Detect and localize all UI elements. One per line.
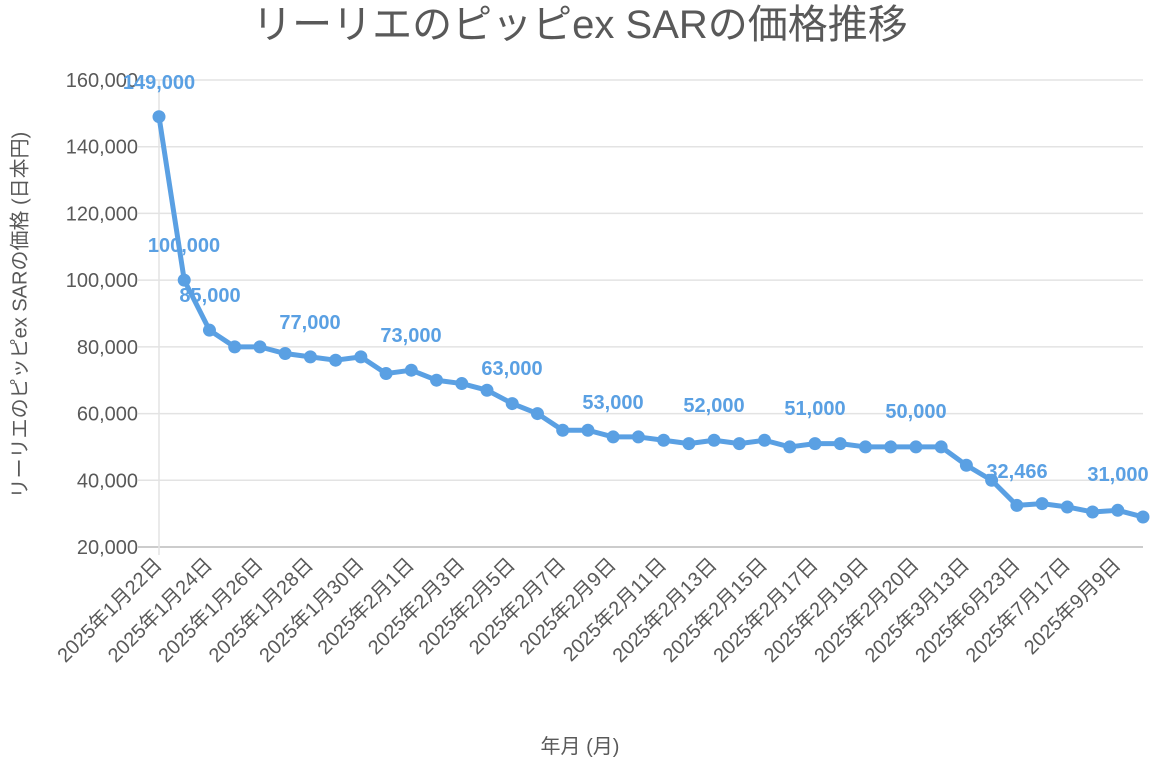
data-point-marker bbox=[884, 440, 898, 454]
data-point-marker bbox=[783, 440, 797, 454]
data-point-marker bbox=[682, 437, 696, 451]
data-point-marker bbox=[253, 340, 267, 354]
data-label: 77,000 bbox=[279, 312, 340, 334]
y-tick-label: 80,000 bbox=[77, 337, 138, 359]
y-axis-ticks: 20,000 40,000 60,000 80,000 100,000 120,000 14… bbox=[66, 70, 138, 559]
data-point-marker bbox=[1111, 503, 1125, 517]
series-line bbox=[156, 116, 1144, 520]
data-point-marker bbox=[329, 353, 343, 367]
x-axis-ticks: 2025年1月22日2025年1月24日2025年1月26日2025年1月28日… bbox=[53, 553, 1126, 667]
data-point-marker bbox=[631, 430, 645, 444]
data-point-marker bbox=[505, 397, 519, 411]
data-point-marker bbox=[455, 377, 469, 391]
data-label: 73,000 bbox=[380, 325, 441, 347]
data-point-marker bbox=[379, 367, 393, 381]
y-tick-label: 20,000 bbox=[77, 537, 138, 559]
data-point-marker bbox=[430, 373, 444, 387]
data-point-marker bbox=[732, 437, 746, 451]
data-point-marker bbox=[278, 347, 292, 361]
data-point-marker bbox=[152, 110, 166, 124]
data-point-marker bbox=[1060, 500, 1074, 514]
data-label: 31,000 bbox=[1087, 464, 1148, 486]
data-point-marker bbox=[480, 383, 494, 397]
y-tick-label: 140,000 bbox=[66, 137, 138, 159]
data-point-marker bbox=[1086, 505, 1100, 519]
data-label: 53,000 bbox=[582, 392, 643, 414]
data-point-marker bbox=[202, 323, 216, 337]
data-label: 52,000 bbox=[683, 395, 744, 417]
chart-title: リーリエのピッピex SARの価格推移 bbox=[252, 3, 908, 47]
data-point-marker bbox=[228, 340, 242, 354]
data-point-marker bbox=[833, 437, 847, 451]
data-label: 63,000 bbox=[481, 358, 542, 380]
data-point-marker bbox=[985, 473, 999, 487]
data-point-marker bbox=[404, 363, 418, 377]
y-tick-label: 120,000 bbox=[66, 203, 138, 225]
y-tick-label: 60,000 bbox=[77, 404, 138, 426]
data-point-marker bbox=[1136, 510, 1150, 524]
data-label: 149,000 bbox=[123, 72, 195, 94]
data-point-marker bbox=[303, 350, 317, 364]
data-point-marker bbox=[354, 350, 368, 364]
data-point-marker bbox=[959, 458, 973, 472]
x-axis-title: 年月 (月) bbox=[540, 736, 620, 758]
data-point-marker bbox=[758, 433, 772, 447]
data-label: 32,466 bbox=[986, 461, 1047, 483]
data-point-marker bbox=[530, 407, 544, 421]
data-label: 100,000 bbox=[148, 235, 220, 257]
y-tick-label: 160,000 bbox=[66, 70, 138, 92]
price-series-line bbox=[152, 110, 1150, 524]
data-point-marker bbox=[934, 440, 948, 454]
data-label: 51,000 bbox=[784, 398, 845, 420]
gridlines bbox=[138, 79, 1143, 555]
data-point-marker bbox=[1035, 497, 1049, 511]
data-point-marker bbox=[808, 437, 822, 451]
data-point-marker bbox=[177, 273, 191, 287]
data-point-marker bbox=[657, 433, 671, 447]
data-point-marker bbox=[909, 440, 923, 454]
data-labels: 149,000 100,000 85,000 77,000 73,000 63,000 53… bbox=[123, 72, 1149, 486]
y-tick-label: 40,000 bbox=[77, 470, 138, 492]
y-tick-label: 100,000 bbox=[66, 270, 138, 292]
data-point-marker bbox=[581, 423, 595, 437]
data-point-marker bbox=[707, 433, 721, 447]
data-point-marker bbox=[858, 440, 872, 454]
data-point-marker bbox=[1010, 498, 1024, 512]
data-label: 85,000 bbox=[179, 285, 240, 307]
data-point-marker bbox=[606, 430, 620, 444]
data-label: 50,000 bbox=[885, 401, 946, 423]
data-point-marker bbox=[556, 423, 570, 437]
